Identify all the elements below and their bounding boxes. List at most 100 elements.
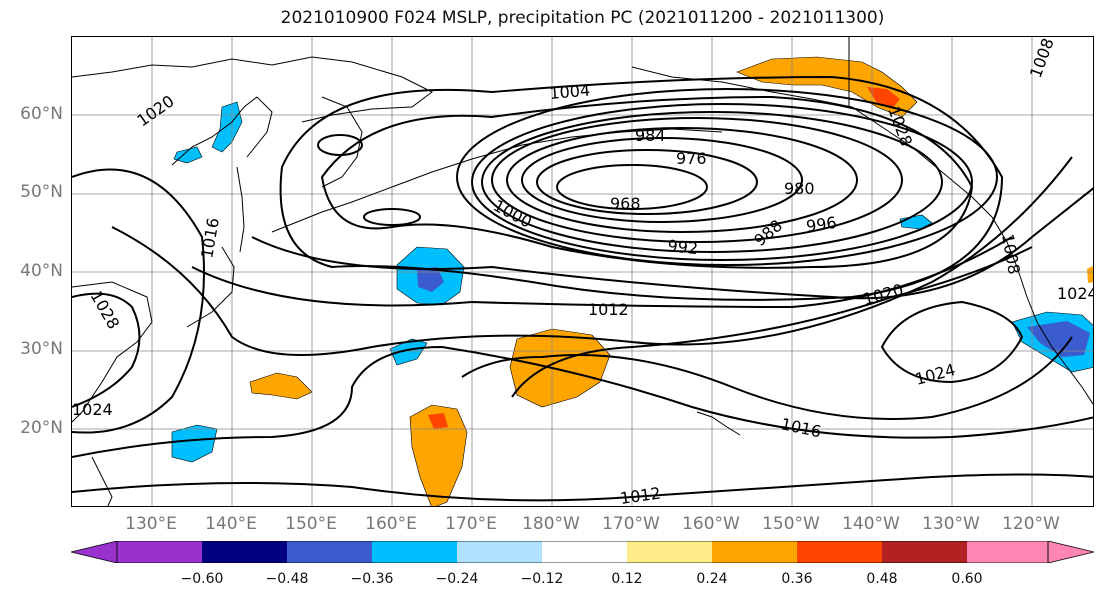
- map-title: 2021010900 F024 MSLP, precipitation PC (…: [280, 8, 885, 28]
- precip-patch-philippine-sea: [249, 372, 313, 400]
- isobar-1004: [279, 75, 1004, 301]
- lon-label: 140°E: [205, 514, 257, 534]
- precip-patch-subtropical-core: [428, 413, 448, 429]
- lon-label: 150°E: [285, 514, 337, 534]
- colorbar-tick-label: −0.36: [350, 571, 394, 587]
- lon-label: 120°W: [1002, 514, 1060, 534]
- isobar-976: [521, 137, 803, 223]
- lat-label: 30°N: [20, 339, 63, 359]
- lon-label: 170°E: [445, 514, 497, 534]
- coast-japan: [186, 246, 235, 328]
- coast-north-america: [991, 216, 1093, 405]
- isobar-988: [481, 111, 943, 253]
- colorbar-tick-label: −0.60: [180, 571, 224, 587]
- isobar-992: [471, 103, 973, 261]
- contour-label: 1020: [133, 91, 177, 130]
- colorbar-extend-low: [71, 541, 118, 563]
- isobar-1020-east: [511, 246, 1033, 398]
- colorbar-tick-label: −0.24: [435, 571, 479, 587]
- contour-label: 1008: [998, 232, 1024, 275]
- precip-patch-california-core: [1027, 321, 1090, 357]
- colorbar-tick-label: 0.24: [696, 571, 728, 587]
- coast-sakhalin: [236, 166, 245, 253]
- coast-alaska: [631, 66, 993, 218]
- graticule: [72, 37, 1093, 506]
- precip-patch-midpacific-dry-core: [417, 267, 444, 292]
- coast-kuril-aleutian: [271, 128, 723, 233]
- precip-patch-alaska-core: [867, 87, 900, 109]
- colorbar: [71, 541, 1094, 563]
- coast-taiwan-luzon: [91, 456, 113, 506]
- contour-label: 1008: [1026, 37, 1058, 80]
- coast-kamchatka: [321, 96, 363, 188]
- isobar-1020-north: [72, 168, 205, 434]
- coast-siberia: [72, 56, 433, 123]
- colorbar-extend-high: [1047, 541, 1094, 563]
- colorbar-tick-label: 0.48: [866, 571, 898, 587]
- contour-label: 1012: [619, 483, 662, 507]
- isobar-1008: [251, 187, 1093, 300]
- coastlines: [72, 37, 1093, 506]
- contour-label: 1000: [490, 196, 535, 232]
- lat-label: 60°N: [20, 104, 63, 124]
- contour-label: 1020: [861, 280, 905, 309]
- isobar-1016-south: [72, 345, 1093, 458]
- lon-label: 180°W: [522, 514, 580, 534]
- coast-hawaii: [696, 411, 741, 436]
- lon-label: 170°W: [602, 514, 660, 534]
- colorbar-bin: [712, 541, 797, 563]
- contour-label: 992: [667, 236, 699, 258]
- colorbar-bin: [542, 541, 627, 563]
- contour-label: 1016: [779, 414, 823, 441]
- colorbar-bin: [627, 541, 712, 563]
- isobar-972: [536, 149, 758, 215]
- lat-label: 40°N: [20, 261, 63, 281]
- precip-patch-kamchatka: [211, 101, 243, 153]
- isobar-1000-okhotsk: [363, 208, 421, 226]
- contour-label: 1024: [913, 360, 957, 389]
- isobar-984: [491, 117, 903, 243]
- contour-label: 968: [610, 194, 641, 213]
- colorbar-tick-label: 0.60: [951, 571, 983, 587]
- isobar-1012-south: [72, 473, 1093, 502]
- contour-label: 1028: [87, 288, 124, 333]
- lon-label: 150°W: [762, 514, 820, 534]
- lon-label: 140°W: [842, 514, 900, 534]
- colorbar-outline: [116, 541, 1049, 563]
- isobar-1024-east: [880, 300, 1024, 384]
- contour-label: 1028: [884, 104, 916, 149]
- contour-label: 976: [676, 149, 707, 168]
- colorbar-tick-label: −0.48: [265, 571, 309, 587]
- colorbar-bin: [882, 541, 967, 563]
- colorbar-tick-label: −0.12: [520, 571, 564, 587]
- contour-label: 1016: [197, 216, 223, 259]
- colorbar-bin: [457, 541, 542, 563]
- isobar-1000-kamchatka: [317, 134, 363, 156]
- colorbar-tick-label: 0.12: [611, 571, 643, 587]
- lat-label: 50°N: [20, 182, 63, 202]
- isobar-1016-north: [111, 156, 1073, 356]
- colorbar-bin: [117, 541, 202, 563]
- isobar-1024-west: [72, 292, 141, 408]
- coast-korea-china: [72, 281, 153, 423]
- lon-label: 160°W: [682, 514, 740, 534]
- map-canvas: 1004 1020 984 976 968 980 1000 988 996 9…: [72, 37, 1093, 507]
- colorbar-bin: [967, 541, 1048, 563]
- isobar-968: [556, 164, 708, 210]
- contour-label: 1024: [72, 400, 113, 419]
- contour-label: 1004: [549, 81, 591, 103]
- coast-okhotsk: [171, 96, 273, 166]
- lat-label: 20°N: [20, 418, 63, 438]
- lon-label: 130°W: [922, 514, 980, 534]
- isobar-980: [506, 127, 858, 233]
- lon-label: 160°E: [365, 514, 417, 534]
- colorbar-bin: [797, 541, 882, 563]
- precip-patch-okhotsk: [173, 146, 203, 164]
- contour-label: 1012: [588, 300, 629, 319]
- precip-patch-south-china: [171, 424, 218, 463]
- isobar-1012-north: [191, 236, 1013, 309]
- precip-patch-hawaii-north: [509, 328, 611, 408]
- isobar-1020-south: [461, 336, 1073, 420]
- map-panel: 1004 1020 984 976 968 980 1000 988 996 9…: [71, 36, 1094, 507]
- mslp-isobars: [72, 75, 1093, 502]
